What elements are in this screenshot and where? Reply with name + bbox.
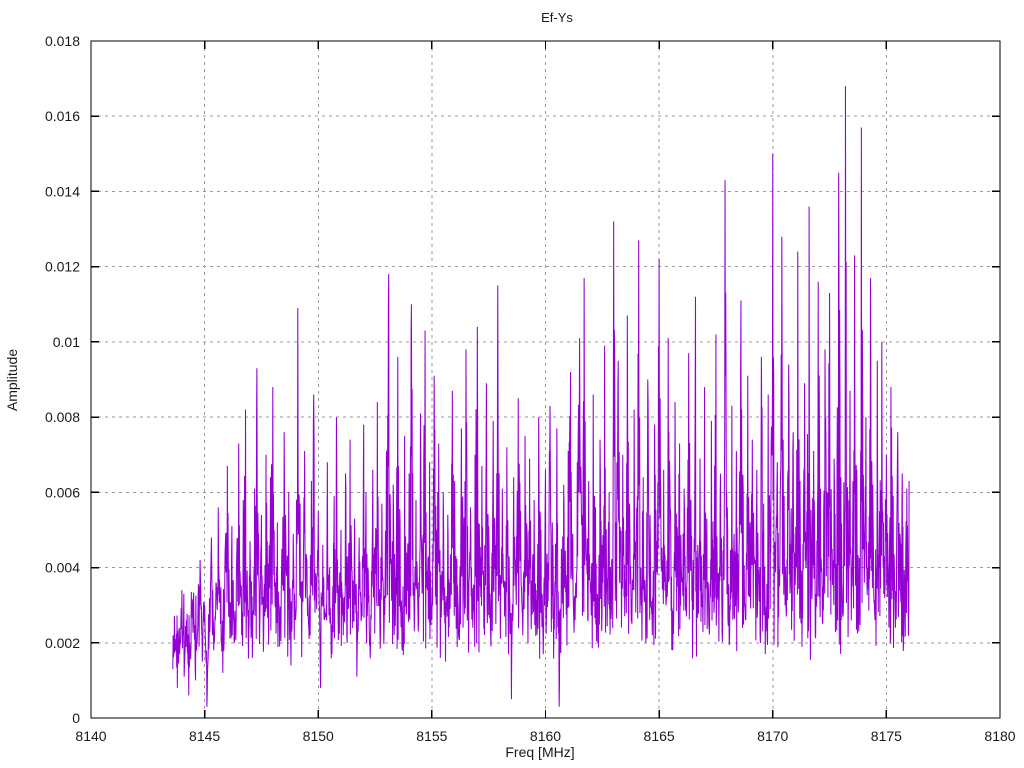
x-axis-tick-labels: 8140 8145 8150 8155 8160 8165 8170 8175 8180 <box>75 728 1015 744</box>
x-axis-label: Freq [MHz] <box>505 744 574 760</box>
x-tick-label: 8150 <box>303 728 334 744</box>
y-tick-label: 0 <box>72 710 80 726</box>
y-tick-label: 0.012 <box>45 259 80 275</box>
y-tick-label: 0.006 <box>45 484 80 500</box>
y-tick-label: 0.018 <box>45 33 80 49</box>
x-tick-label: 8165 <box>644 728 675 744</box>
x-tick-label: 8140 <box>75 728 106 744</box>
y-tick-label: 0.014 <box>45 183 80 199</box>
x-tick-label: 8175 <box>871 728 902 744</box>
page-title: Ef-Ys <box>541 10 573 25</box>
y-tick-label: 0.01 <box>53 334 80 350</box>
y-axis-label: Amplitude <box>4 349 20 411</box>
x-tick-label: 8155 <box>416 728 447 744</box>
y-tick-label: 0.004 <box>45 560 80 576</box>
plot-border <box>90 40 1001 719</box>
x-tick-label: 8170 <box>757 728 788 744</box>
y-axis-tick-labels: 0 0.002 0.004 0.006 0.008 0.01 0.012 0.014 0.016… <box>45 33 80 726</box>
x-tick-label: 8180 <box>984 728 1015 744</box>
x-tick-label: 8145 <box>189 728 220 744</box>
data-series-line <box>172 86 910 707</box>
y-tick-label: 0.008 <box>45 409 80 425</box>
y-tick-label: 0.016 <box>45 108 80 124</box>
y-tick-label: 0.002 <box>45 635 80 651</box>
x-tick-label: 8160 <box>530 728 561 744</box>
